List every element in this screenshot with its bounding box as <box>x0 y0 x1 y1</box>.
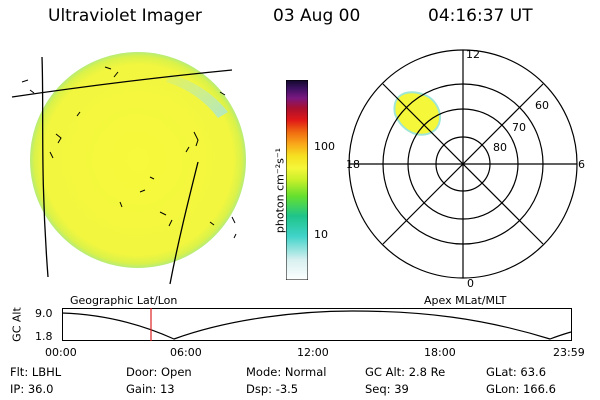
info-gain: Gain: 13 <box>126 382 175 396</box>
info-glat: GLat: 63.6 <box>486 365 547 379</box>
info-flt: Flt: LBHL <box>10 365 62 379</box>
colorbar-tick-10: 10 <box>314 228 328 241</box>
timeline-axis-label: GC Alt <box>10 307 24 342</box>
altitude-curve <box>62 310 572 340</box>
colorbar-unit-label: photon cm⁻²s⁻¹ <box>273 147 287 234</box>
latitude-line <box>11 69 233 98</box>
longitude-line <box>169 161 199 285</box>
uv-image-panel <box>11 52 246 285</box>
colorbar-tick-100: 100 <box>314 140 335 153</box>
lat-label-80: 80 <box>493 141 507 154</box>
info-mode: Mode: Normal <box>246 365 327 379</box>
info-seq: Seq: 39 <box>365 382 409 396</box>
mlt-label-12: 12 <box>466 48 480 61</box>
dayside-glow <box>166 74 228 118</box>
mlt-label-18: 18 <box>346 158 360 171</box>
lat-label-60: 60 <box>535 99 549 112</box>
geo-latlon-label: Geographic Lat/Lon <box>70 294 178 307</box>
timeline-tick-4: 23:59 <box>553 346 585 359</box>
timeline-y-top: 9.0 <box>35 307 53 320</box>
timeline-tick-2: 12:00 <box>297 346 329 359</box>
colorbar <box>286 80 308 280</box>
mlt-label-6: 6 <box>578 158 585 171</box>
apex-mlat-mlt-label: Apex MLat/MLT <box>424 294 507 307</box>
info-ip: IP: 36.0 <box>10 382 54 396</box>
timeline-tick-0: 00:00 <box>45 346 77 359</box>
info-gc-alt: GC Alt: 2.8 Re <box>365 365 446 379</box>
longitude-line <box>41 56 49 278</box>
info-glon: GLon: 166.6 <box>486 382 556 396</box>
timeline-tick-1: 06:00 <box>170 346 202 359</box>
coastline-fragments <box>21 66 237 239</box>
timeline-tick-3: 18:00 <box>424 346 456 359</box>
info-dsp: Dsp: -3.5 <box>246 382 299 396</box>
timeline-y-bottom: 1.8 <box>35 330 53 343</box>
earth-disc <box>30 52 246 268</box>
auroral-oval-patch <box>393 91 442 136</box>
info-door: Door: Open <box>126 365 192 379</box>
date-label: 03 Aug 00 <box>273 6 361 26</box>
altitude-timeline <box>62 308 572 341</box>
diagonal-2 <box>382 83 544 245</box>
polar-plot <box>348 49 578 279</box>
instrument-title: Ultraviolet Imager <box>48 6 202 26</box>
time-label: 04:16:37 UT <box>428 6 533 26</box>
lat-label-70: 70 <box>512 121 526 134</box>
mlt-label-0: 0 <box>467 277 474 290</box>
